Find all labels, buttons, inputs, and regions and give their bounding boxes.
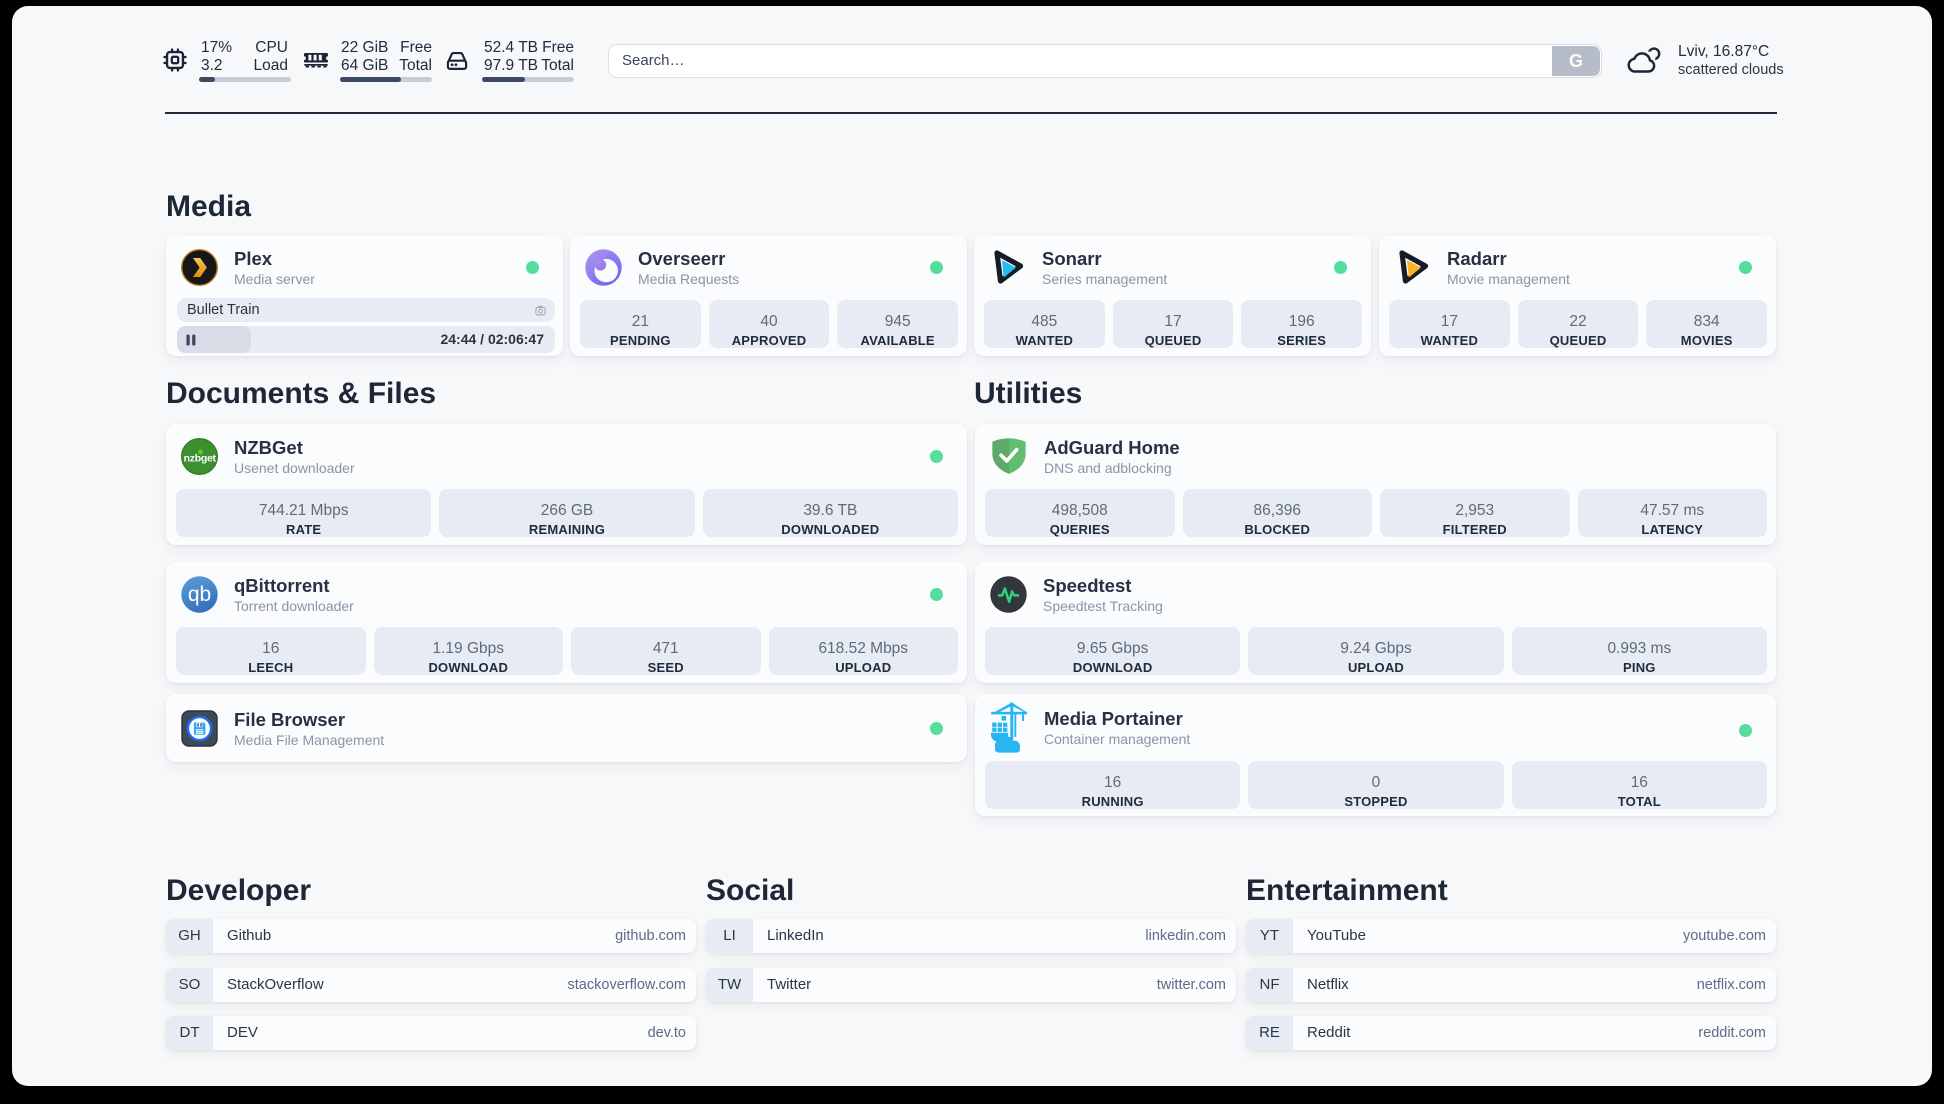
- svg-text:nzbget: nzbget: [184, 452, 217, 464]
- svg-text:qb: qb: [188, 583, 211, 606]
